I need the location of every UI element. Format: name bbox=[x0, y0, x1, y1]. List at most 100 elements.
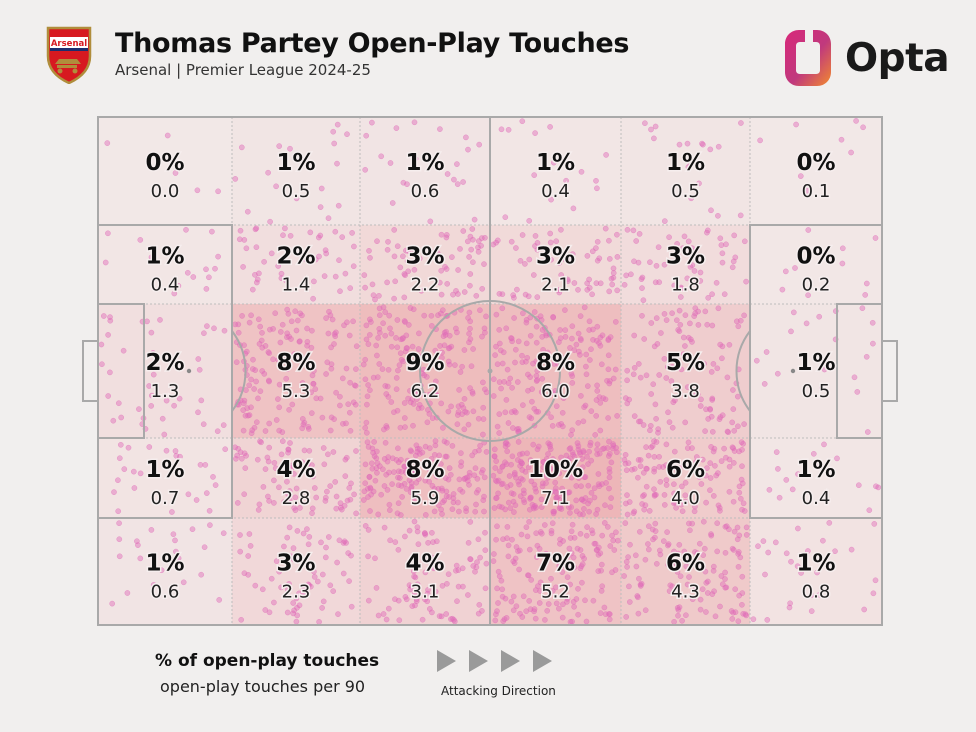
touch-dot bbox=[582, 597, 588, 604]
touch-dot bbox=[541, 522, 548, 528]
touch-dot bbox=[729, 264, 736, 271]
touch-dot bbox=[606, 450, 613, 457]
touch-dot bbox=[428, 323, 435, 329]
touch-dot bbox=[511, 471, 518, 478]
touch-dot bbox=[416, 255, 423, 262]
touch-dot bbox=[397, 424, 404, 431]
touch-dot bbox=[460, 228, 467, 234]
touch-dot bbox=[669, 351, 675, 358]
touch-dot bbox=[726, 463, 733, 470]
touch-dot bbox=[396, 617, 403, 624]
touch-dot bbox=[232, 321, 239, 328]
touch-dot bbox=[693, 554, 700, 560]
touch-dot bbox=[259, 329, 265, 336]
opta-mark-icon bbox=[785, 28, 831, 86]
touch-dot bbox=[429, 554, 435, 561]
touch-dot bbox=[716, 505, 723, 511]
touch-dot bbox=[445, 571, 452, 578]
touch-dot bbox=[384, 279, 390, 286]
touch-dot bbox=[579, 464, 586, 471]
touch-dot bbox=[401, 271, 408, 277]
touch-dot bbox=[446, 361, 453, 368]
touch-dot bbox=[481, 325, 488, 332]
touch-dot bbox=[684, 384, 691, 390]
touch-dot bbox=[455, 291, 461, 297]
touch-dot bbox=[645, 546, 652, 553]
touch-dot bbox=[550, 456, 556, 462]
touch-dot bbox=[736, 532, 743, 539]
touch-dot bbox=[328, 365, 335, 372]
touch-dot bbox=[519, 450, 526, 457]
touch-dot bbox=[375, 612, 382, 619]
touch-dot bbox=[148, 329, 155, 336]
touch-dot bbox=[715, 143, 722, 150]
touch-dot bbox=[385, 605, 392, 612]
touch-dot bbox=[545, 601, 552, 607]
heat-zone bbox=[232, 304, 360, 438]
touch-dot bbox=[401, 463, 408, 470]
touch-dot bbox=[508, 335, 515, 342]
touch-dot bbox=[665, 562, 672, 568]
touch-dot bbox=[234, 500, 241, 506]
touch-dot bbox=[421, 530, 428, 536]
touch-dot bbox=[578, 168, 585, 175]
touch-dot bbox=[327, 427, 334, 434]
touch-dot bbox=[559, 614, 566, 621]
touch-dot bbox=[611, 547, 618, 553]
touch-dot bbox=[626, 396, 633, 403]
touch-dot bbox=[467, 336, 474, 342]
touch-dot bbox=[635, 457, 642, 463]
touch-dot bbox=[116, 553, 123, 560]
touch-dot bbox=[581, 304, 588, 311]
touch-dot bbox=[648, 320, 655, 326]
touch-dot bbox=[146, 444, 153, 450]
touch-dot bbox=[730, 609, 736, 616]
touch-dot bbox=[585, 500, 591, 507]
touch-dot bbox=[471, 216, 478, 223]
zone-per90-label: 0.4 bbox=[802, 488, 831, 509]
touch-dot bbox=[679, 508, 686, 515]
touch-dot bbox=[365, 341, 372, 347]
touch-dot bbox=[389, 200, 396, 206]
touch-dot bbox=[238, 455, 245, 462]
touch-dot bbox=[674, 605, 681, 611]
touch-dot bbox=[494, 608, 500, 614]
touch-dot bbox=[499, 291, 506, 298]
touch-dot bbox=[637, 581, 644, 588]
arrow-icon bbox=[533, 650, 552, 672]
touch-dot bbox=[573, 341, 580, 348]
touch-dot bbox=[552, 479, 559, 486]
touch-dot bbox=[601, 520, 608, 526]
touch-dot bbox=[275, 396, 281, 402]
touch-dot bbox=[467, 233, 474, 240]
touch-dot bbox=[563, 177, 569, 184]
touch-dot bbox=[441, 342, 448, 349]
touch-dot bbox=[368, 460, 375, 467]
touch-dot bbox=[655, 244, 662, 251]
touch-dot bbox=[569, 427, 576, 434]
touch-dot bbox=[816, 313, 823, 320]
zone-percent-label: 3% bbox=[276, 551, 315, 577]
touch-dot bbox=[522, 261, 528, 267]
touch-dot bbox=[292, 308, 299, 315]
touch-dot bbox=[722, 549, 729, 556]
touch-dot bbox=[431, 508, 438, 515]
touch-dot bbox=[743, 278, 749, 285]
touch-dot bbox=[384, 487, 391, 493]
touch-dot bbox=[810, 450, 817, 457]
touch-dot bbox=[687, 263, 694, 270]
touch-dot bbox=[581, 555, 587, 562]
touch-dot bbox=[480, 431, 486, 438]
touch-dot bbox=[536, 545, 543, 552]
touch-dot bbox=[262, 428, 269, 434]
touch-dot bbox=[494, 523, 500, 530]
touch-dot bbox=[244, 208, 251, 215]
touch-dot bbox=[364, 393, 371, 400]
touch-dot bbox=[736, 483, 743, 490]
touch-dot bbox=[405, 268, 412, 275]
touch-dot bbox=[591, 485, 598, 492]
touch-dot bbox=[206, 274, 212, 281]
touch-dot bbox=[686, 574, 692, 580]
touch-dot bbox=[532, 615, 539, 622]
touch-dot bbox=[737, 212, 744, 219]
